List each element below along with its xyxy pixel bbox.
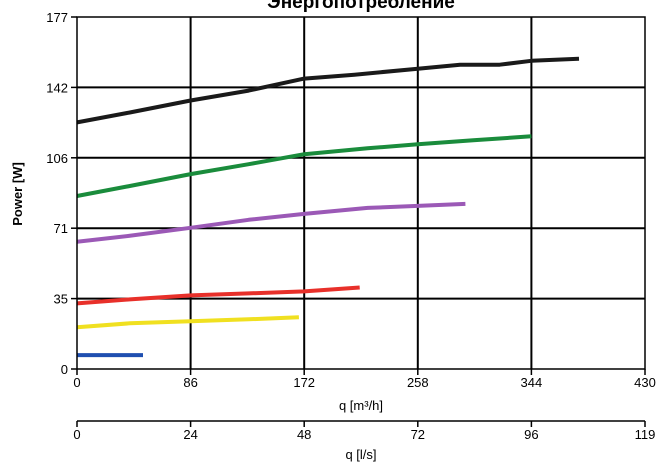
plot-frame — [76, 16, 646, 370]
x2-tick-label: 0 — [73, 427, 80, 442]
y-tick-label: 142 — [46, 80, 68, 95]
x2-tick-label: 72 — [411, 427, 425, 442]
grid — [77, 17, 645, 369]
series-line-2 — [76, 134, 532, 198]
x-tick-label: 344 — [521, 375, 543, 390]
y-tick-label: 177 — [46, 10, 68, 25]
series-line-1 — [76, 56, 580, 125]
x-tick-label: 172 — [293, 375, 315, 390]
y-tick-label: 71 — [54, 221, 68, 236]
y-axis-title: Power [W] — [10, 162, 25, 226]
y-tick-label: 0 — [61, 362, 68, 377]
x-tick-label: 86 — [183, 375, 197, 390]
series-line-3 — [76, 201, 466, 244]
chart-title: Энергопотребление — [267, 0, 455, 13]
x2-tick-label: 119 — [635, 427, 656, 442]
x-tick-label: 430 — [634, 375, 656, 390]
x-tick-label: 0 — [73, 375, 80, 390]
y-tick-label: 106 — [46, 151, 68, 166]
x2-tick-labels: 0 24 48 72 96 119 — [73, 421, 655, 442]
series-line-4 — [76, 285, 360, 306]
y-tick-labels: 0 35 71 106 142 177 — [46, 10, 77, 377]
x2-tick-label: 96 — [524, 427, 538, 442]
x2-axis-title: q [l/s] — [345, 447, 376, 462]
axes — [76, 16, 646, 422]
series-group — [76, 56, 580, 358]
x-tick-labels: 0 86 172 258 344 430 — [73, 369, 656, 390]
x-tick-label: 258 — [407, 375, 429, 390]
series-line-5 — [76, 315, 299, 330]
x-axis-title: q [m³/h] — [339, 398, 383, 413]
y-tick-label: 35 — [54, 292, 68, 307]
x2-tick-label: 48 — [297, 427, 311, 442]
x2-tick-label: 24 — [183, 427, 197, 442]
